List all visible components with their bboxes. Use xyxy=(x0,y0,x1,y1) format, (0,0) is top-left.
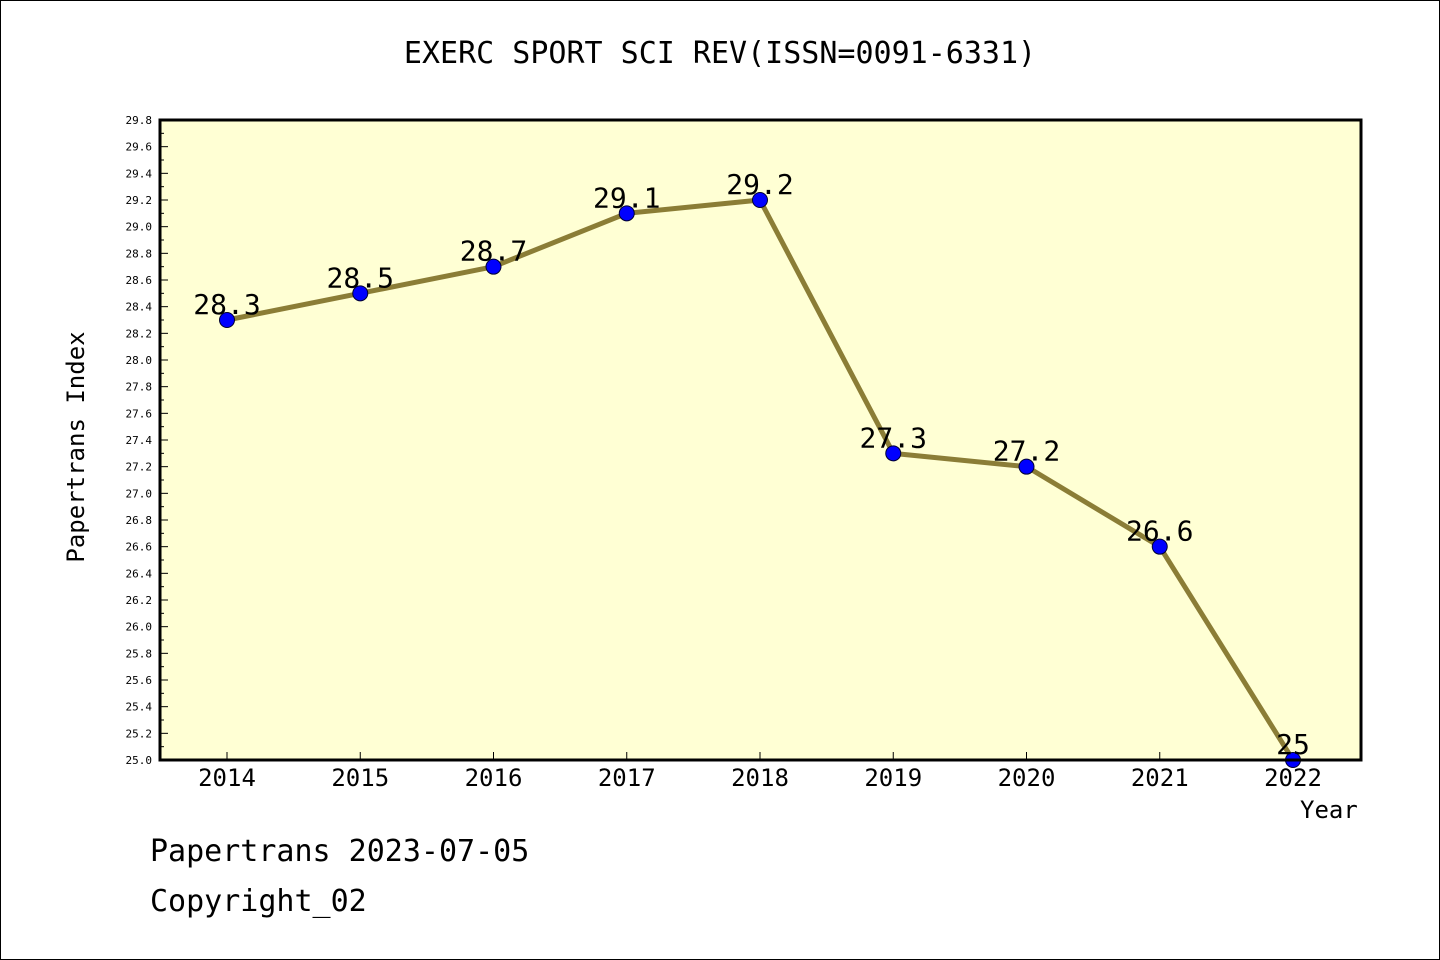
chart-title: EXERC SPORT SCI REV(ISSN=0091-6331) xyxy=(403,36,1037,71)
data-point xyxy=(1151,538,1168,555)
plot-area xyxy=(160,120,1361,760)
y-tick-label: 29.6 xyxy=(126,141,153,154)
y-tick-label: 27.0 xyxy=(126,487,153,500)
footer-date: Papertrans 2023-07-05 xyxy=(150,834,530,869)
y-tick-label: 28.6 xyxy=(126,274,153,287)
y-tick-label: 28.2 xyxy=(126,327,153,340)
y-axis-label: Papertrans Index xyxy=(62,331,90,563)
y-tick-label: 27.8 xyxy=(126,381,153,394)
y-tick-label: 26.8 xyxy=(126,514,153,527)
data-point xyxy=(352,285,369,302)
x-tick-label: 2018 xyxy=(731,764,789,792)
y-tick-label: 29.8 xyxy=(126,114,153,127)
y-tick-label: 27.4 xyxy=(126,434,153,447)
data-label: 28.5 xyxy=(327,261,394,294)
x-tick-label: 2021 xyxy=(1131,764,1189,792)
x-tick-label: 2019 xyxy=(864,764,922,792)
y-tick-label: 28.0 xyxy=(126,354,153,367)
y-tick-label: 26.0 xyxy=(126,621,153,634)
y-tick-label: 25.0 xyxy=(126,754,153,767)
data-point xyxy=(1018,458,1035,475)
x-tick-label: 2014 xyxy=(198,764,256,792)
x-tick-label: 2017 xyxy=(598,764,656,792)
x-tick-label: 2020 xyxy=(998,764,1056,792)
x-tick-label: 2022 xyxy=(1264,764,1322,792)
data-label: 25 xyxy=(1276,728,1310,761)
data-point xyxy=(885,445,902,462)
data-label: 28.7 xyxy=(460,235,527,268)
data-point xyxy=(752,192,768,208)
data-label: 29.2 xyxy=(726,168,793,201)
data-label: 26.6 xyxy=(1126,515,1193,548)
y-tick-label: 26.2 xyxy=(126,594,153,607)
x-tick-label: 2015 xyxy=(331,764,389,792)
y-tick-label: 27.2 xyxy=(126,461,153,474)
y-tick-label: 28.4 xyxy=(126,301,153,314)
x-tick-label: 2016 xyxy=(465,764,523,792)
data-point xyxy=(219,312,235,328)
y-tick-label: 29.4 xyxy=(126,167,153,180)
x-axis: 2014 2015 2016 2017 2018 2019 2020 2021 2022 xyxy=(198,752,1322,792)
data-point xyxy=(485,258,502,275)
footer-copyright: Copyright_02 xyxy=(150,884,367,919)
data-point xyxy=(618,205,635,222)
y-tick-label: 25.6 xyxy=(126,674,153,687)
y-tick-label: 25.8 xyxy=(126,647,153,660)
data-label: 27.3 xyxy=(860,421,927,454)
y-tick-label: 29.0 xyxy=(126,221,153,234)
y-tick-label: 28.8 xyxy=(126,247,153,260)
x-axis-label: Year xyxy=(1300,796,1358,824)
y-tick-label: 25.2 xyxy=(126,727,153,740)
plot-border xyxy=(158,118,1363,762)
y-tick-label: 29.2 xyxy=(126,194,153,207)
y-tick-label: 26.4 xyxy=(126,567,153,580)
series-group: 28.3 28.5 28.7 29.1 29.2 27.3 27.2 26.6 25 xyxy=(193,168,1310,768)
y-axis: 25.0 25.2 25.4 25.6 25.8 26.0 26.2 26.4 26.6 26.8… xyxy=(126,114,168,767)
data-label: 27.2 xyxy=(993,435,1060,468)
y-tick-label: 26.6 xyxy=(126,541,153,554)
y-tick-label: 25.4 xyxy=(126,701,153,714)
y-tick-label: 27.6 xyxy=(126,407,153,420)
data-label: 29.1 xyxy=(593,181,660,214)
data-label: 28.3 xyxy=(193,288,260,321)
